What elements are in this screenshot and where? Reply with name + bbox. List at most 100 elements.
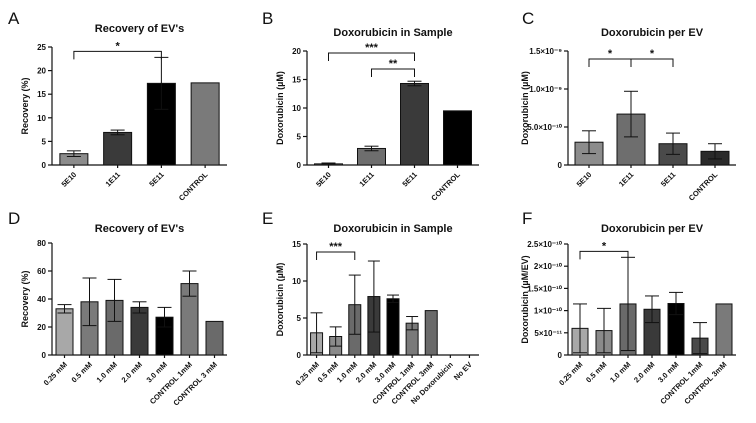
y-tick-label: 1.5×10⁻⁹: [529, 47, 562, 56]
panel-f: F Doxorubicin per EV Doxorubicin (µM/EV) 0 5…: [520, 209, 736, 406]
y-tick-label: 60: [37, 267, 46, 276]
bar: [443, 110, 472, 166]
significance-bracket: [588, 58, 632, 67]
y-tick-label: 20: [37, 67, 46, 76]
chart-title: Doxorubicin per EV: [601, 223, 704, 235]
y-tick-label: 1.5×10⁻¹⁰: [527, 284, 563, 293]
x-category-label: 1E11: [104, 170, 122, 188]
panel-letter: A: [8, 9, 20, 28]
significance-bracket: [371, 68, 415, 77]
panel-letter: D: [8, 209, 20, 228]
x-category-label: 1E11: [617, 170, 635, 188]
significance-label: ***: [329, 241, 343, 253]
significance-bracket: [73, 50, 162, 60]
y-tick-label: 2.5×10⁻¹⁰: [527, 240, 563, 249]
x-category-label: 5E11: [400, 170, 418, 188]
y-axis-label: Doxorubicin (µM/EV): [520, 255, 530, 343]
chart-title: Recovery of EV's: [95, 223, 184, 235]
x-category-label: 5E10: [60, 170, 79, 189]
chart-title: Doxorubicin per EV: [601, 27, 704, 39]
x-category-label: 0.5 mM: [584, 360, 608, 384]
x-category-label: 1.0 mM: [608, 360, 632, 384]
x-category-label: CONTROL: [687, 170, 720, 203]
significance-label: **: [389, 58, 398, 70]
y-axis-label: Recovery (%): [20, 77, 30, 134]
significance-bracket: [328, 52, 415, 61]
panel-letter: F: [522, 209, 532, 228]
x-category-label: 0.25 mM: [294, 360, 321, 387]
y-axis-label: Recovery (%): [20, 270, 30, 327]
y-axis-label: Doxorubicin (µM): [520, 71, 530, 145]
y-tick-label: 1×10⁻¹⁰: [534, 307, 563, 316]
significance-label: *: [115, 40, 120, 52]
y-tick-label: 15: [292, 240, 301, 249]
x-category-label: 5E10: [575, 170, 594, 189]
x-category-label: 2.0 mM: [632, 360, 656, 384]
y-tick-label: 10: [292, 104, 301, 113]
y-tick-label: 0: [297, 351, 302, 360]
x-category-label: CONTROL: [429, 170, 462, 203]
bar: [386, 298, 400, 356]
y-tick-label: 20: [37, 323, 46, 332]
y-tick-label: 10: [292, 277, 301, 286]
x-category-label: CONTROL 1mM: [658, 360, 704, 406]
panel-b: B Doxorubicin in Sample Doxorubicin (µM) 0 5…: [262, 9, 479, 203]
bar: [190, 82, 220, 166]
y-tick-label: 10: [37, 114, 46, 123]
y-tick-label: 25: [37, 43, 46, 52]
x-category-label: 0.25 mM: [557, 360, 584, 387]
y-tick-label: 80: [37, 239, 46, 248]
y-tick-label: 5: [297, 133, 302, 142]
x-category-label: 5E11: [147, 170, 165, 188]
y-tick-label: 40: [37, 295, 46, 304]
y-axis-label: Doxorubicin (µM): [275, 263, 285, 337]
panel-letter: E: [262, 209, 273, 228]
y-tick-label: 5: [297, 314, 302, 323]
y-tick-label: 0: [42, 161, 47, 170]
panel-c: C Doxorubicin per EV Doxorubicin (µM) 0 5.0×…: [520, 9, 736, 203]
x-category-label: 1E11: [357, 170, 375, 188]
significance-bracket: [579, 250, 629, 260]
bar: [715, 303, 733, 356]
y-tick-label: 0: [558, 351, 563, 360]
x-category-label: 2.0 mM: [120, 360, 144, 384]
panel-letter: B: [262, 9, 273, 28]
significance-label: *: [650, 48, 655, 60]
y-tick-label: 5: [42, 137, 47, 146]
significance-bracket: [316, 251, 356, 260]
y-tick-label: 1.0×10⁻⁹: [529, 85, 562, 94]
x-category-label: CONTROL 3 mM: [171, 360, 219, 408]
bar: [103, 131, 133, 166]
y-tick-label: 20: [292, 47, 301, 56]
panel-letter: C: [522, 9, 534, 28]
y-axis-label: Doxorubicin (µM): [275, 71, 285, 145]
x-category-label: 0.25 mM: [42, 360, 69, 387]
x-category-label: CONTROL: [177, 170, 210, 203]
y-tick-label: 2×10⁻¹⁰: [534, 262, 563, 271]
panel-e: E Doxorubicin in Sample Doxorubicin (µM) 0 5…: [262, 209, 479, 406]
bar: [400, 82, 429, 166]
y-tick-label: 5×10⁻¹¹: [534, 329, 562, 338]
x-category-label: 0.5 mM: [70, 360, 94, 384]
y-tick-label: 15: [37, 90, 46, 99]
x-category-label: 3.0 mM: [145, 360, 169, 384]
x-category-label: No EV: [452, 360, 474, 382]
x-category-label: 5E10: [314, 170, 333, 189]
significance-bracket: [630, 58, 674, 67]
y-tick-label: 0: [297, 161, 302, 170]
y-tick-label: 15: [292, 76, 301, 85]
y-tick-label: 5.0×10⁻¹⁰: [527, 123, 563, 132]
y-tick-label: 0: [558, 161, 563, 170]
bar: [55, 308, 74, 356]
significance-label: ***: [365, 42, 379, 54]
chart-title: Doxorubicin in Sample: [333, 27, 452, 39]
chart-title: Doxorubicin in Sample: [333, 223, 452, 235]
y-tick-label: 0: [42, 351, 47, 360]
bar: [130, 306, 149, 356]
chart-title: Recovery of EV's: [95, 23, 184, 35]
significance-label: *: [602, 240, 607, 252]
significance-label: *: [608, 48, 613, 60]
panel-a: A Recovery of EV's Recovery (%) 0 5 10 15 20 25 5…: [8, 9, 227, 203]
x-category-label: 5E11: [659, 170, 677, 188]
